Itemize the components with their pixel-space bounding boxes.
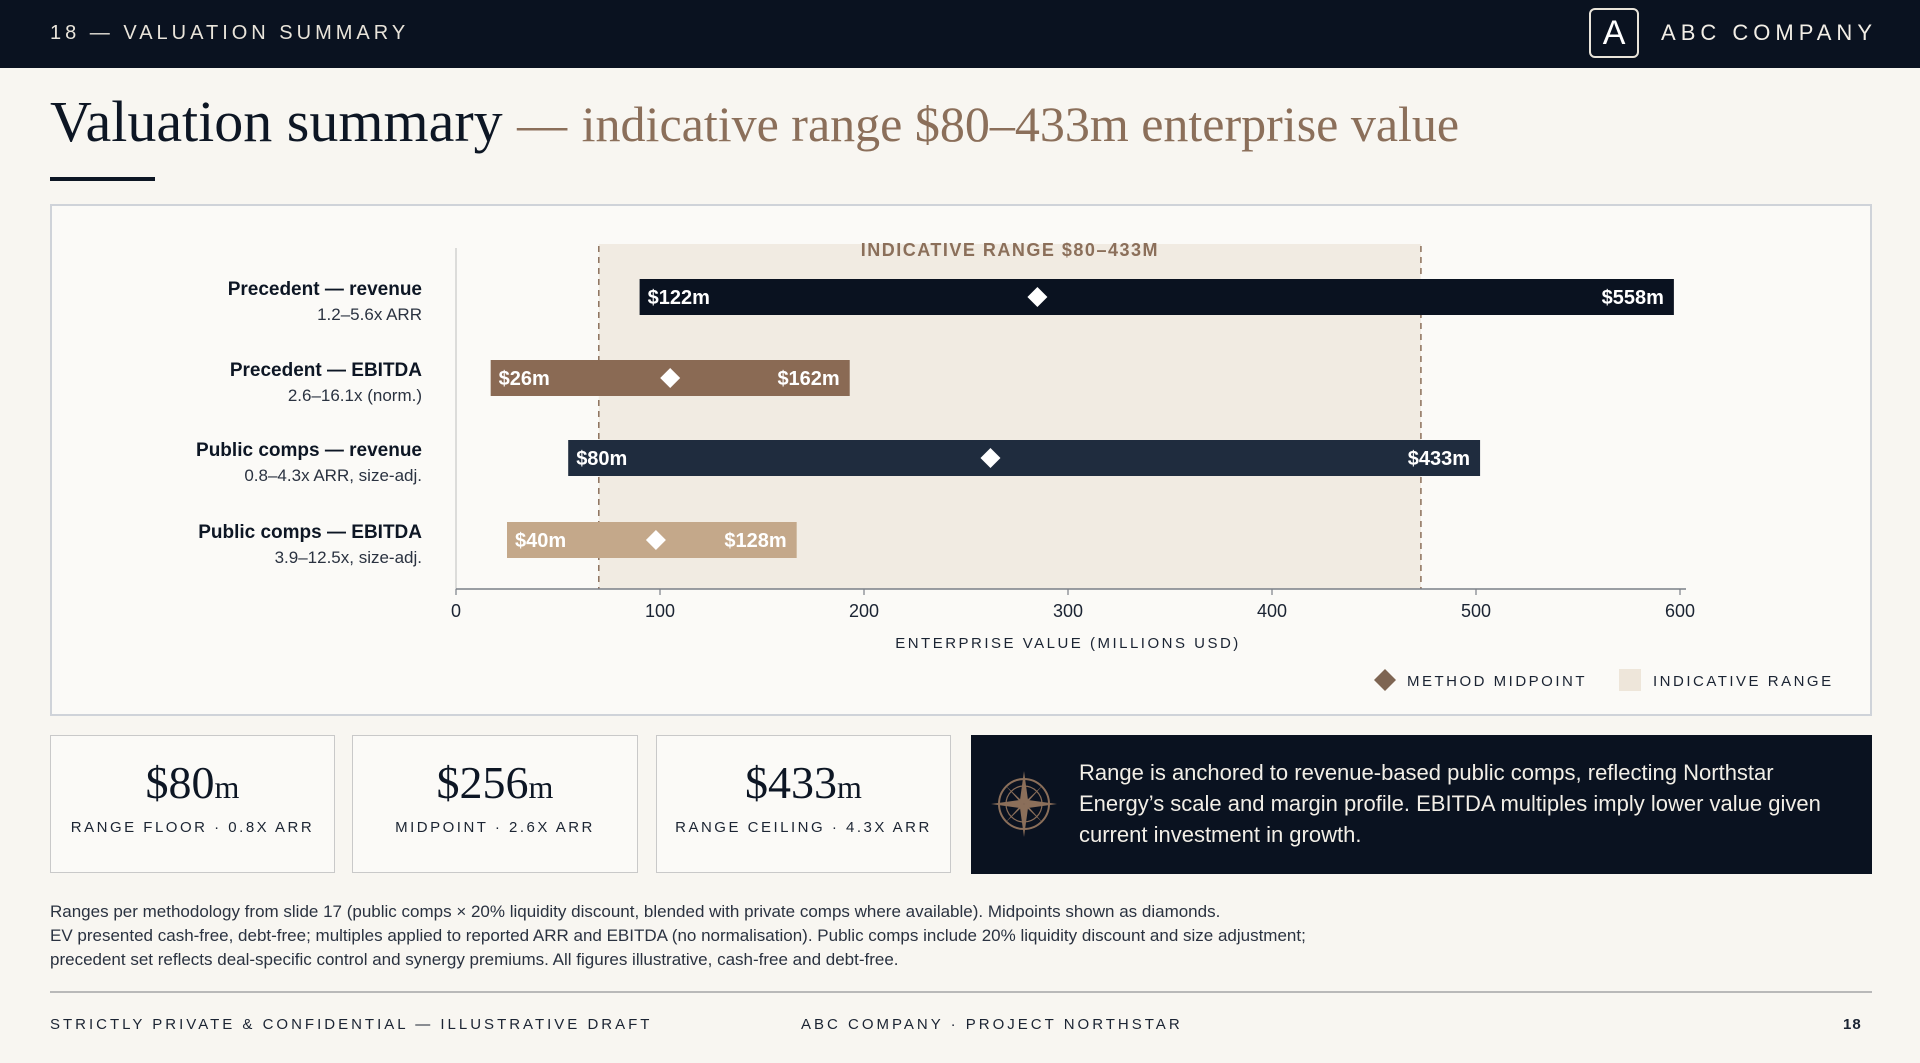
footnote-line: precedent set reflects deal-specific con… <box>50 950 899 969</box>
legend-range-label: INDICATIVE RANGE <box>1653 673 1834 690</box>
bar-low-label: $26m <box>499 368 550 390</box>
brand-name: ABC COMPANY <box>1661 20 1877 45</box>
footer-confidential: STRICTLY PRIVATE & CONFIDENTIAL — ILLUST… <box>50 1016 653 1033</box>
stat-label: MIDPOINT · 2.6X ARR <box>395 819 595 836</box>
x-tick-label: 400 <box>1257 601 1287 621</box>
stat-range-floor: $80m RANGE FLOOR · 0.8X ARR <box>50 735 335 873</box>
range-bar <box>639 279 1674 315</box>
footnote-line: Ranges per methodology from slide 17 (pu… <box>50 902 1221 921</box>
footer-project: ABC COMPANY · PROJECT NORTHSTAR <box>801 1016 1183 1033</box>
x-tick-label: 500 <box>1461 601 1491 621</box>
stat-range-ceiling: $433m RANGE CEILING · 4.3X ARR <box>656 735 951 873</box>
stat-label: RANGE FLOOR · 0.8X ARR <box>70 819 315 836</box>
bar-high-label: $433m <box>1408 448 1470 470</box>
valuation-range-chart: INDICATIVE RANGE $80–433M 0 100 200 300 400 50… <box>196 240 1834 691</box>
insight-callout: Range is anchored to revenue-based publi… <box>971 735 1872 874</box>
footnote-line: EV presented cash-free, debt-free; multi… <box>50 926 1306 945</box>
stat-value: $80m <box>145 757 240 808</box>
midpoint-diamond <box>1027 287 1048 307</box>
midpoint-diamond <box>645 530 666 550</box>
x-axis-title: ENTERPRISE VALUE (MILLIONS USD) <box>895 635 1241 652</box>
brand: A ABC COMPANY <box>1589 8 1877 58</box>
top-bar: 18 — VALUATION SUMMARY A ABC COMPANY <box>0 0 1920 68</box>
stat-label: RANGE CEILING · 4.3X ARR <box>675 819 932 836</box>
legend-range-swatch <box>1619 669 1641 691</box>
row-detail: 2.6–16.1x (norm.) <box>288 386 422 405</box>
stat-value: $433m <box>745 757 862 808</box>
chart-panel: INDICATIVE RANGE $80–433M 0 100 200 300 400 50… <box>50 204 1872 716</box>
stat-value: $256m <box>436 757 554 808</box>
range-bar <box>568 440 1481 476</box>
bar-high-label: $558m <box>1602 287 1664 309</box>
row-label: Public comps — revenue <box>196 440 422 461</box>
midpoint-diamond <box>980 448 1001 468</box>
row-detail: 3.9–12.5x, size-adj. <box>275 548 422 567</box>
bar-high-label: $162m <box>777 368 839 390</box>
band-label: INDICATIVE RANGE $80–433M <box>861 240 1159 260</box>
title-main: Valuation summary <box>50 89 503 154</box>
x-tick-label: 200 <box>849 601 879 621</box>
compass-icon <box>991 771 1057 837</box>
insight-text: Range is anchored to revenue-based publi… <box>1079 760 1821 847</box>
footnotes: Ranges per methodology from slide 17 (pu… <box>50 900 1870 972</box>
footer-divider <box>50 991 1872 993</box>
midpoint-diamond <box>660 368 681 388</box>
title-separator: — <box>517 96 568 152</box>
bar-low-label: $40m <box>515 530 566 552</box>
slide-breadcrumb: 18 — VALUATION SUMMARY <box>50 22 410 44</box>
company-logo: A <box>1589 8 1640 58</box>
title-underline <box>50 177 155 181</box>
x-tick-label: 0 <box>451 601 461 621</box>
stat-midpoint: $256m MIDPOINT · 2.6X ARR <box>352 735 638 873</box>
page-number: 18 <box>1843 1016 1862 1033</box>
bar-low-label: $80m <box>576 448 627 470</box>
legend-midpoint-marker <box>1374 669 1396 691</box>
row-detail: 0.8–4.3x ARR, size-adj. <box>244 466 422 485</box>
bar-high-label: $128m <box>724 530 786 552</box>
x-tick-label: 300 <box>1053 601 1083 621</box>
x-tick-label: 600 <box>1665 601 1695 621</box>
row-label: Precedent — revenue <box>228 279 422 300</box>
bar-low-label: $122m <box>648 287 710 309</box>
row-label: Precedent — EBITDA <box>230 360 422 381</box>
legend-midpoint-label: METHOD MIDPOINT <box>1407 673 1587 690</box>
row-label: Public comps — EBITDA <box>198 522 422 543</box>
x-tick-label: 100 <box>645 601 675 621</box>
row-detail: 1.2–5.6x ARR <box>317 305 422 324</box>
title-subtitle: indicative range $80–433m enterprise val… <box>581 96 1460 152</box>
page-title: Valuation summary — indicative range $80… <box>50 88 1459 155</box>
